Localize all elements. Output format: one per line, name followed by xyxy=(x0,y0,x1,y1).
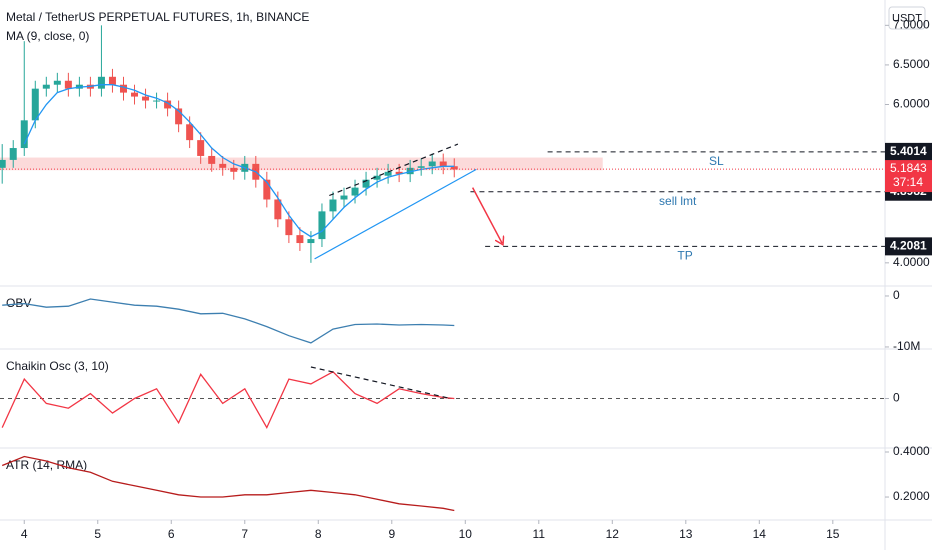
pane-title: ATR (14, RMA) xyxy=(6,458,87,472)
candle-body xyxy=(53,80,61,85)
x-tick-label: 11 xyxy=(533,527,546,541)
level-name: SL xyxy=(709,154,724,168)
y-tick-label: 0 xyxy=(893,391,900,405)
candle-body xyxy=(186,124,194,141)
candle-body xyxy=(119,84,127,93)
y-tick-label: 0.4000 xyxy=(893,444,930,458)
arrow xyxy=(471,187,502,243)
y-tick-label: 7.0000 xyxy=(893,18,930,32)
candle-body xyxy=(384,171,392,176)
y-tick-label: 0.2000 xyxy=(893,489,930,503)
candle-body xyxy=(329,199,337,212)
candle-body xyxy=(351,187,359,196)
trend-line xyxy=(314,168,477,260)
x-tick-label: 10 xyxy=(459,527,473,541)
x-tick-label: 9 xyxy=(388,527,395,541)
level-name: TP xyxy=(677,249,692,263)
pane-title: OBV xyxy=(6,296,31,310)
candle-body xyxy=(197,140,205,156)
candle-body xyxy=(97,76,105,89)
x-tick-label: 6 xyxy=(168,527,175,541)
y-tick-label: 4.0000 xyxy=(893,255,930,269)
candle-body xyxy=(20,120,28,149)
candle-body xyxy=(285,219,293,236)
candle-body xyxy=(263,179,271,200)
candle-body xyxy=(274,199,282,220)
y-tick-label: 6.5000 xyxy=(893,57,930,71)
x-tick-label: 5 xyxy=(94,527,101,541)
x-tick-label: 12 xyxy=(606,527,620,541)
candle-body xyxy=(219,163,227,168)
x-tick-label: 8 xyxy=(315,527,322,541)
candle-body xyxy=(0,159,6,168)
pane-title: Chaikin Osc (3, 10) xyxy=(6,359,109,373)
level-price-box xyxy=(885,237,932,256)
candle-body xyxy=(42,84,50,89)
candle-body xyxy=(131,92,139,97)
candle-body xyxy=(307,239,315,244)
level-price: 4.2081 xyxy=(890,239,927,253)
legend-entry: MA (9, close, 0) xyxy=(6,29,89,43)
countdown: 37:14 xyxy=(893,175,923,189)
x-tick-label: 15 xyxy=(826,527,840,541)
x-tick-label: 4 xyxy=(21,527,28,541)
y-tick-label: 0 xyxy=(893,288,900,302)
candle-body xyxy=(108,76,116,85)
candle-body xyxy=(208,155,216,164)
candle-body xyxy=(142,96,150,101)
ma-line xyxy=(23,84,455,238)
x-tick-label: 14 xyxy=(753,527,767,541)
level-price-box xyxy=(885,142,932,161)
candle-body xyxy=(439,161,447,167)
candle-body xyxy=(164,100,172,109)
x-tick-label: 7 xyxy=(241,527,248,541)
candle-body xyxy=(31,88,39,121)
trend-line xyxy=(310,366,451,400)
candle-body xyxy=(395,171,403,175)
candle-body xyxy=(362,179,370,188)
candle-body xyxy=(318,211,326,240)
candle-body xyxy=(450,166,458,170)
candle-body xyxy=(64,80,72,89)
candle-body xyxy=(296,235,304,244)
last-price-box xyxy=(885,160,932,193)
candle-body xyxy=(373,175,381,180)
last-price: 5.1843 xyxy=(890,161,927,175)
currency-box[interactable] xyxy=(888,6,926,30)
candle-body xyxy=(230,167,238,172)
candle-body xyxy=(175,108,183,125)
candle-body xyxy=(417,166,425,168)
y-tick-label: -10M xyxy=(893,339,920,353)
indicator-line xyxy=(2,298,455,344)
candle-body xyxy=(428,161,436,167)
y-tick-label: 6.0000 xyxy=(893,97,930,111)
candle-body xyxy=(406,167,414,175)
currency[interactable]: USDT xyxy=(892,12,922,24)
candle-body xyxy=(153,100,161,102)
indicator-line xyxy=(1,455,455,512)
pane-title: Metal / TetherUS PERPETUAL FUTURES, 1h, … xyxy=(6,10,309,24)
x-tick-label: 13 xyxy=(679,527,693,541)
level-name: sell lmt xyxy=(659,194,697,208)
zone xyxy=(0,157,603,171)
indicator-line xyxy=(1,370,455,430)
candle-body xyxy=(9,148,17,160)
level-price: 5.4014 xyxy=(890,144,927,158)
candle-body xyxy=(340,195,348,200)
